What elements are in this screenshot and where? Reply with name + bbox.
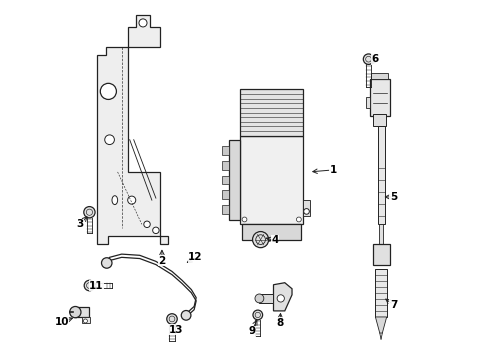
Bar xyxy=(302,200,309,216)
Circle shape xyxy=(139,19,147,27)
Text: 12: 12 xyxy=(188,252,202,262)
Bar xyxy=(242,224,300,240)
Circle shape xyxy=(181,310,190,320)
Circle shape xyxy=(252,231,268,248)
Bar xyxy=(373,114,386,126)
Bar xyxy=(366,98,369,108)
Text: 13: 13 xyxy=(168,325,183,335)
Bar xyxy=(82,318,90,323)
Bar xyxy=(369,79,389,116)
Circle shape xyxy=(166,314,177,324)
Bar xyxy=(374,269,386,317)
Bar xyxy=(240,89,302,136)
Circle shape xyxy=(127,196,136,204)
Text: 5: 5 xyxy=(389,192,396,202)
Circle shape xyxy=(242,217,246,222)
Bar xyxy=(222,190,229,199)
Text: 11: 11 xyxy=(89,280,103,291)
Bar xyxy=(240,136,302,224)
Text: 4: 4 xyxy=(270,235,278,246)
Bar xyxy=(222,176,229,184)
Bar xyxy=(370,73,387,79)
Bar xyxy=(75,307,89,317)
Text: 10: 10 xyxy=(54,317,69,327)
Polygon shape xyxy=(127,15,160,47)
Polygon shape xyxy=(375,317,386,333)
Circle shape xyxy=(100,83,116,99)
Circle shape xyxy=(152,227,159,234)
Text: 8: 8 xyxy=(276,318,283,328)
Circle shape xyxy=(104,135,114,145)
Circle shape xyxy=(277,295,284,302)
Circle shape xyxy=(254,294,264,303)
Text: 2: 2 xyxy=(158,256,165,266)
Bar xyxy=(222,161,229,170)
Bar xyxy=(222,205,229,214)
Bar xyxy=(377,126,384,224)
Bar xyxy=(259,294,272,303)
Text: 9: 9 xyxy=(248,326,255,336)
Bar xyxy=(379,224,383,252)
Polygon shape xyxy=(97,47,168,244)
Text: 6: 6 xyxy=(371,54,378,64)
Circle shape xyxy=(84,280,95,291)
Circle shape xyxy=(252,310,262,320)
Text: 1: 1 xyxy=(329,165,336,175)
Bar xyxy=(229,140,240,220)
Circle shape xyxy=(143,221,150,228)
Polygon shape xyxy=(273,283,291,311)
Polygon shape xyxy=(376,252,385,261)
Circle shape xyxy=(70,306,81,318)
Circle shape xyxy=(363,54,373,64)
Circle shape xyxy=(102,258,112,268)
Bar xyxy=(372,244,389,265)
Circle shape xyxy=(303,208,309,214)
Circle shape xyxy=(296,217,301,222)
Text: 3: 3 xyxy=(77,219,83,229)
Circle shape xyxy=(83,207,95,218)
Bar xyxy=(222,146,229,155)
Circle shape xyxy=(83,319,87,323)
Text: 7: 7 xyxy=(389,300,396,310)
Ellipse shape xyxy=(112,196,118,204)
